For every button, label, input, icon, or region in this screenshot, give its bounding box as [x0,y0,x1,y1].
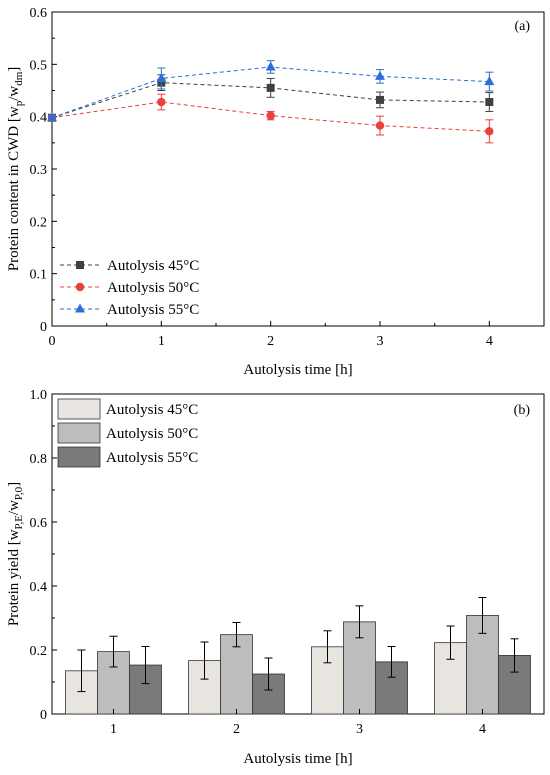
x-tick-label: 3 [377,334,384,349]
x-tick-label: 4 [486,334,493,349]
data-point [375,70,385,80]
panel-b-bars [65,597,531,715]
data-point [156,72,167,82]
legend-marker [75,282,85,292]
data-point [484,76,495,86]
y-tick-label: 1.0 [30,388,48,403]
data-point [47,112,57,122]
y-label-text: Protein content in CWD [w [6,106,22,271]
legend-swatch [57,398,101,420]
panel-b-label: (b) [514,403,531,418]
legend-marker [75,303,85,313]
y-label-text: /w [6,86,22,101]
y-tick-label: 0 [40,320,47,335]
legend-swatch [57,422,101,444]
legend-label: Autolysis 45°C [107,258,199,274]
y-tick-label: 0.4 [30,111,48,126]
y-tick-label: 0.2 [30,644,48,659]
bar [498,655,531,715]
panel-b-bar-chart: (b) Autolysis time [h] Protein yield [wP… [6,388,545,767]
data-point [266,111,275,120]
y-tick-label: 0.1 [30,268,48,283]
y-label-text: ] [6,482,22,487]
panel-b-x-axis-label: Autolysis time [h] [243,751,352,767]
panel-b-y-axis-label: Protein yield [wP,E/wP,0] [6,482,25,626]
panel-a-series [47,60,495,144]
series-2 [47,93,494,144]
x-tick-label: 2 [267,334,274,349]
bar [220,634,253,715]
y-label-subscript: P,0 [13,486,25,500]
legend-label: Autolysis 50°C [107,280,199,296]
panel-a-legend: Autolysis 45°C Autolysis 50°C Autolysis 55… [60,258,199,318]
y-label-subscript: dm [13,71,25,86]
y-label-subscript: p [13,100,25,106]
y-tick-label: 0 [40,708,47,723]
panel-a-y-axis-label: Protein content in CWD [wp/wdm] [6,67,25,272]
panel-a-x-axis-label: Autolysis time [h] [243,362,352,378]
panel-a-axis-ticks: 0 1 2 3 4 0 0.1 0.2 0.3 0.4 0.5 0.6 [30,6,493,349]
y-tick-label: 0.8 [30,452,48,467]
y-tick-label: 0.4 [30,580,48,595]
x-tick-label: 3 [356,722,363,737]
x-tick-label: 2 [233,722,240,737]
data-point [375,121,385,130]
legend-marker [76,261,84,269]
legend-label: Autolysis 55°C [106,450,198,466]
data-point [265,61,276,71]
x-tick-label: 0 [49,334,56,349]
legend-swatch [57,446,101,468]
series-3 [47,60,495,122]
y-tick-label: 0.5 [30,58,48,73]
x-tick-label: 4 [479,722,486,737]
legend-label: Autolysis 45°C [106,402,198,418]
panel-b-axis-ticks: 1 2 3 4 0 0.2 0.4 0.6 0.8 1.0 [30,388,487,737]
data-point [485,98,494,107]
panel-a-line-chart: (a) Autolysis time [h] Protein content i… [6,6,545,378]
y-label-subscript: P,E [13,515,25,530]
legend-label: Autolysis 50°C [106,426,198,442]
bar [434,642,467,715]
y-label-text: ] [6,67,22,72]
y-label-text: /w [6,500,22,515]
legend-label: Autolysis 55°C [107,302,199,318]
y-tick-label: 0.6 [30,516,48,531]
y-label-text: Protein yield [w [6,529,22,626]
data-point [376,95,384,104]
panel-a-label: (a) [514,19,530,34]
panel-b-legend: Autolysis 45°C Autolysis 50°C Autolysis 55… [57,398,198,468]
panel-a-plot-frame [51,11,545,327]
x-tick-label: 1 [110,722,117,737]
data-point [485,127,494,136]
data-point [266,83,275,92]
y-tick-label: 0.3 [30,163,48,178]
x-tick-label: 1 [158,334,165,349]
data-point [157,97,166,107]
y-tick-label: 0.2 [30,215,48,230]
y-tick-label: 0.6 [30,6,48,21]
